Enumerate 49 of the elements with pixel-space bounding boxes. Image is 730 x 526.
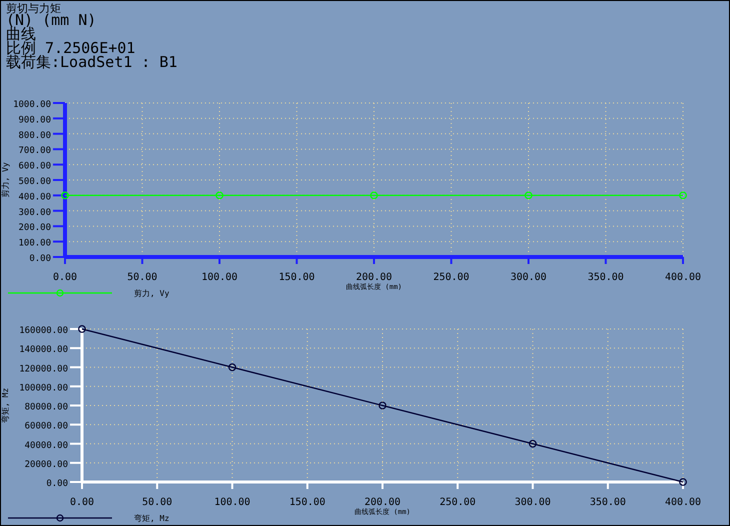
x-tick-label: 50.00 [127, 272, 158, 283]
y-tick-label: 140000.00 [19, 345, 68, 356]
point [78, 325, 86, 333]
text: 载荷集:LoadSet1 : B1 [6, 53, 178, 71]
y-tick-label: 1000.00 [13, 100, 51, 110]
y-tick-label: 900.00 [18, 115, 51, 126]
y-tick-label: 100000.00 [19, 383, 68, 394]
x-tick-label: 200.00 [364, 497, 401, 508]
text: 弯矩, Mz [134, 514, 170, 523]
y-tick-label: 800.00 [18, 130, 51, 141]
x-tick-label: 350.00 [590, 497, 626, 508]
y-tick-label: 120000.00 [19, 364, 68, 374]
x-tick-label: 50.00 [142, 497, 172, 508]
y-tick-label: 0.00 [29, 254, 51, 264]
y-tick-label: 60000.00 [24, 422, 68, 432]
y-tick-label: 0.00 [46, 479, 68, 489]
y-tick-label: 300.00 [18, 208, 51, 218]
y-tick-label: 40000.00 [24, 440, 68, 451]
point [378, 402, 386, 410]
x-tick-label: 400.00 [664, 497, 702, 508]
x-tick-label: 400.00 [664, 272, 702, 283]
x-tick-label: 150.00 [278, 272, 315, 283]
point [228, 363, 236, 372]
x-tick-label: 100.00 [214, 497, 250, 508]
y-axis-title: 剪力, Vy [1, 162, 10, 198]
point [679, 478, 687, 486]
x-tick-label: 200.00 [356, 272, 392, 283]
text: 剪力, Vy [134, 289, 170, 298]
y-tick-label: 160000.00 [19, 326, 68, 336]
x-tick-label: 300.00 [510, 272, 547, 283]
y-tick-label: 20000.00 [24, 460, 68, 470]
x-tick-label: 250.00 [440, 497, 476, 508]
y-tick-label: 600.00 [18, 162, 51, 172]
y-tick-label: 400.00 [18, 192, 51, 202]
x-tick-label: 350.00 [588, 272, 624, 283]
x-tick-label: 100.00 [201, 272, 238, 283]
x-tick-label: 0.00 [70, 497, 94, 508]
x-tick-label: 300.00 [514, 497, 551, 508]
point [528, 440, 537, 448]
y-tick-label: 700.00 [18, 146, 51, 156]
y-tick-label: 200.00 [18, 223, 51, 234]
y-tick-label: 80000.00 [24, 402, 68, 412]
y-tick-label: 100.00 [18, 238, 51, 249]
y-axis-title: 弯矩, Mz [1, 388, 10, 424]
y-tick-label: 500.00 [18, 177, 51, 187]
x-tick-label: 250.00 [433, 272, 470, 283]
x-tick-label: 150.00 [289, 497, 326, 508]
chart-title: 剪切与力矩 [6, 2, 61, 15]
x-tick-label: 0.00 [52, 272, 78, 283]
